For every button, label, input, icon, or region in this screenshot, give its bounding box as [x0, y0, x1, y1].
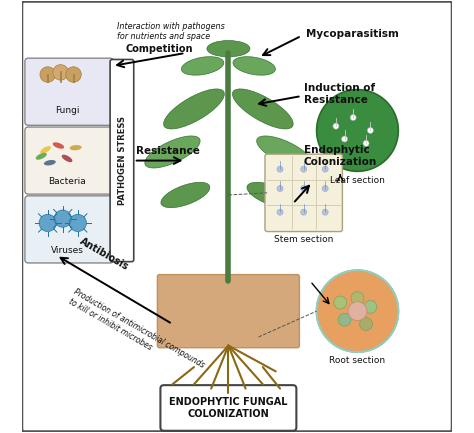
Circle shape — [350, 115, 356, 120]
Ellipse shape — [256, 136, 312, 168]
FancyBboxPatch shape — [110, 59, 134, 262]
Ellipse shape — [247, 182, 296, 208]
Circle shape — [69, 214, 86, 232]
Circle shape — [322, 209, 328, 215]
Circle shape — [66, 67, 81, 82]
Circle shape — [367, 127, 374, 133]
FancyBboxPatch shape — [25, 127, 114, 194]
Circle shape — [338, 313, 351, 326]
Text: Fungi: Fungi — [55, 107, 79, 116]
FancyBboxPatch shape — [160, 385, 296, 431]
Circle shape — [322, 166, 328, 172]
Circle shape — [317, 270, 398, 352]
Circle shape — [277, 209, 283, 215]
Circle shape — [334, 296, 346, 309]
Ellipse shape — [182, 57, 224, 75]
Text: ENDOPHYTIC FUNGAL
COLONIZATION: ENDOPHYTIC FUNGAL COLONIZATION — [169, 397, 288, 419]
Circle shape — [54, 210, 72, 227]
Text: Interaction with pathogens
for nutrients and space: Interaction with pathogens for nutrients… — [117, 22, 224, 41]
Circle shape — [301, 185, 307, 191]
Ellipse shape — [161, 182, 210, 208]
Text: Leaf section: Leaf section — [330, 176, 385, 184]
Ellipse shape — [70, 145, 82, 150]
Circle shape — [342, 136, 347, 142]
Circle shape — [40, 67, 55, 82]
Ellipse shape — [207, 41, 250, 57]
Circle shape — [53, 65, 68, 80]
Circle shape — [364, 301, 377, 313]
Circle shape — [301, 166, 307, 172]
Circle shape — [351, 292, 364, 305]
Ellipse shape — [44, 160, 56, 165]
FancyBboxPatch shape — [265, 154, 342, 232]
Circle shape — [322, 185, 328, 191]
Ellipse shape — [40, 146, 51, 154]
Circle shape — [348, 302, 367, 320]
Circle shape — [277, 166, 283, 172]
Text: Resistance: Resistance — [136, 146, 200, 156]
Text: PATHOGEN STRESS: PATHOGEN STRESS — [118, 116, 127, 205]
Text: Production of antimicrobial compounds
to kill or inhibit microbes: Production of antimicrobial compounds to… — [67, 288, 206, 379]
Ellipse shape — [145, 136, 200, 168]
Text: Antibiosis: Antibiosis — [78, 236, 130, 272]
Text: Competition: Competition — [125, 44, 192, 54]
Ellipse shape — [232, 89, 293, 129]
Text: Induction of
Resistance: Induction of Resistance — [304, 83, 375, 105]
Text: Root section: Root section — [329, 356, 385, 365]
Text: Mycoparasitism: Mycoparasitism — [306, 29, 399, 39]
Circle shape — [333, 123, 339, 129]
Ellipse shape — [164, 89, 224, 129]
FancyBboxPatch shape — [157, 275, 300, 348]
Circle shape — [277, 185, 283, 191]
FancyBboxPatch shape — [25, 196, 114, 263]
Ellipse shape — [233, 57, 275, 75]
FancyBboxPatch shape — [25, 58, 114, 125]
Ellipse shape — [53, 142, 64, 149]
Text: Endophytic
Colonization: Endophytic Colonization — [304, 145, 377, 167]
FancyBboxPatch shape — [22, 1, 452, 432]
Text: Bacteria: Bacteria — [48, 177, 86, 185]
Circle shape — [363, 140, 369, 146]
Circle shape — [360, 317, 373, 330]
Text: Viruses: Viruses — [51, 246, 83, 255]
Text: Stem section: Stem section — [274, 235, 333, 244]
Ellipse shape — [36, 153, 47, 160]
Circle shape — [301, 209, 307, 215]
Circle shape — [39, 214, 56, 232]
Ellipse shape — [62, 155, 73, 162]
Circle shape — [317, 90, 398, 171]
